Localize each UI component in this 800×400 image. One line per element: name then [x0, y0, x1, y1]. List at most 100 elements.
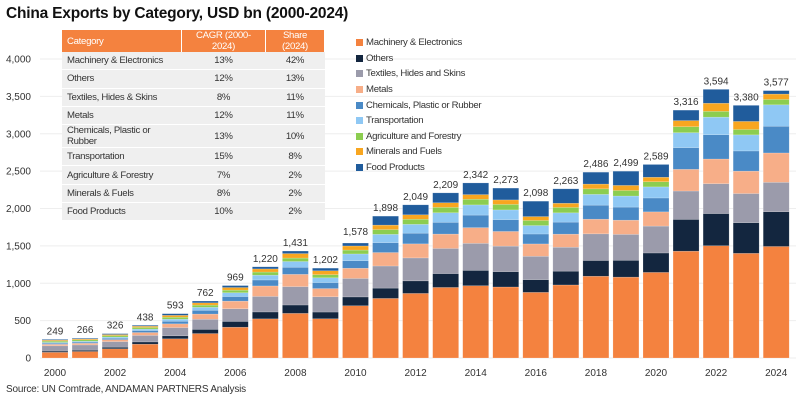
chart-legend: Machinery & Electronics Others Textiles, H… — [356, 35, 482, 175]
bar-stack — [762, 90, 790, 359]
total-label: 1,898 — [373, 203, 398, 214]
legend-label: Others — [366, 52, 393, 64]
cell-category: Chemicals, Plastic or Rubber — [62, 124, 182, 149]
bar-segment — [642, 181, 670, 188]
bar-segment — [342, 245, 369, 251]
bar-stack — [282, 250, 309, 359]
cell-cagr: 8% — [181, 88, 266, 107]
bar-segment — [372, 224, 399, 230]
total-label: 3,577 — [764, 78, 789, 89]
total-label: 762 — [197, 288, 214, 299]
y-tick-label: 1,000 — [6, 279, 31, 290]
bar-segment — [612, 170, 640, 186]
bar-segment — [222, 308, 249, 322]
bar-segment — [432, 233, 459, 249]
bar-stack — [342, 242, 369, 359]
bar-segment — [222, 289, 249, 293]
x-tick-label: 2014 — [465, 368, 488, 379]
bar-segment — [582, 260, 610, 277]
bar-segment — [41, 352, 69, 359]
bar-segment — [222, 300, 249, 309]
bar-segment — [732, 253, 760, 359]
bar-segment — [672, 169, 700, 192]
bar-stack — [462, 182, 489, 359]
bar-segment — [612, 185, 640, 191]
bar-segment — [612, 260, 640, 278]
legend-item: Minerals and Fuels — [356, 144, 481, 160]
total-label: 249 — [47, 326, 64, 337]
bar-segment — [161, 327, 189, 337]
bar-segment — [131, 330, 159, 333]
legend-swatch-icon — [356, 39, 363, 47]
bar-segment — [612, 206, 640, 221]
bar-segment — [192, 302, 219, 306]
bar-segment — [252, 285, 279, 297]
cell-category: Agriculture & Forestry — [62, 165, 182, 185]
bar-segment — [372, 298, 399, 359]
bar-segment — [402, 293, 429, 359]
total-label: 2,098 — [523, 188, 548, 199]
bar-segment — [192, 304, 219, 308]
bar-segment — [732, 193, 760, 223]
total-label: 1,578 — [343, 227, 368, 238]
bar-segment — [672, 120, 700, 127]
header-category: Category — [62, 30, 182, 52]
bar-segment — [222, 321, 249, 328]
bar-segment — [131, 335, 159, 343]
bar-segment — [672, 190, 700, 220]
bar-stack — [552, 188, 580, 359]
bar-segment — [252, 279, 279, 287]
x-axis: 2000 2002 2004 2006 2008 2010 2012 2014 2016 2018… — [44, 368, 788, 379]
x-tick-label: 2016 — [525, 368, 548, 379]
bar-segment — [131, 341, 159, 345]
table-header-row: Category CAGR (2000-2024) Share (2024) — [62, 30, 326, 52]
bar-segment — [432, 202, 459, 208]
cell-cagr: 13% — [181, 52, 266, 71]
legend-label: Food Products — [366, 162, 425, 174]
bar-segment — [342, 249, 369, 255]
bar-segment — [672, 132, 700, 148]
cell-cagr: 15% — [181, 147, 266, 167]
bar-segment — [71, 337, 99, 340]
bar-segment — [432, 273, 459, 288]
bar-segment — [522, 233, 550, 245]
bar-segment — [312, 318, 339, 359]
bar-segment — [582, 171, 610, 185]
header-share: Share (2024) — [265, 30, 326, 52]
bar-segment — [492, 187, 519, 201]
bar-segment — [101, 339, 129, 342]
bar-segment — [492, 245, 519, 272]
cell-category: Transportation — [62, 147, 182, 167]
y-tick-label: 500 — [14, 316, 31, 327]
cell-category: Minerals & Fuels — [62, 184, 182, 204]
bar-segment — [672, 109, 700, 121]
bar-segment — [552, 212, 580, 223]
total-label: 1,431 — [283, 238, 308, 249]
total-label: 969 — [227, 273, 244, 284]
cell-share: 2% — [265, 184, 325, 204]
cell-share: 2% — [265, 165, 325, 185]
bar-segment — [282, 250, 309, 254]
bar-stack — [222, 285, 249, 359]
bar-stack — [582, 171, 610, 359]
bar-segment — [492, 231, 519, 247]
bar-segment — [161, 318, 189, 322]
bar-segment — [41, 340, 69, 343]
legend-swatch-icon — [356, 132, 363, 140]
legend-label: Chemicals, Plastic or Rubber — [366, 99, 482, 111]
bar-segment — [642, 211, 670, 227]
x-tick-label: 2024 — [765, 368, 788, 379]
bar-segment — [462, 204, 489, 216]
total-label: 2,486 — [583, 159, 608, 170]
bar-segment — [642, 197, 670, 213]
bar-segment — [672, 147, 700, 170]
bar-segment — [312, 288, 339, 298]
bar-segment — [552, 188, 580, 204]
bar-segment — [492, 271, 519, 288]
bar-segment — [522, 225, 550, 235]
bar-segment — [582, 183, 610, 190]
bar-segment — [552, 207, 580, 214]
bar-stack — [192, 300, 219, 359]
table-row: Textiles, Hides & Skins 8% 11% — [62, 88, 325, 107]
